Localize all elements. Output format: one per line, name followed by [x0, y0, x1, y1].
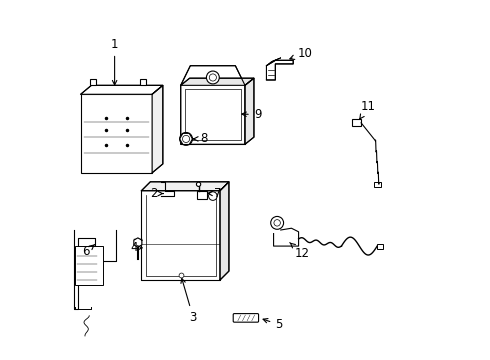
Text: 4: 4: [130, 241, 142, 255]
Text: 5: 5: [263, 318, 283, 331]
Text: 2: 2: [150, 187, 163, 200]
Bar: [197, 191, 207, 199]
Polygon shape: [245, 78, 254, 144]
Polygon shape: [142, 182, 229, 191]
Text: 7: 7: [208, 187, 222, 200]
Circle shape: [209, 192, 217, 201]
Text: 1: 1: [111, 38, 119, 85]
FancyBboxPatch shape: [81, 94, 152, 173]
Polygon shape: [267, 58, 281, 66]
Text: 3: 3: [181, 279, 197, 324]
Circle shape: [182, 135, 190, 143]
Text: 11: 11: [360, 100, 376, 119]
Circle shape: [270, 216, 284, 229]
Circle shape: [274, 220, 280, 226]
Circle shape: [180, 132, 193, 145]
Text: 12: 12: [290, 243, 310, 260]
Text: 9: 9: [242, 108, 261, 121]
Text: 8: 8: [194, 132, 208, 145]
Polygon shape: [181, 66, 245, 144]
Polygon shape: [273, 228, 298, 246]
Circle shape: [206, 71, 220, 84]
Bar: [90, 79, 96, 85]
Circle shape: [196, 182, 201, 186]
Bar: [75, 246, 103, 285]
Polygon shape: [161, 182, 173, 196]
Bar: [377, 244, 383, 249]
Polygon shape: [220, 182, 229, 280]
FancyBboxPatch shape: [233, 314, 259, 322]
Text: 6: 6: [82, 244, 95, 258]
Bar: [373, 182, 381, 187]
Circle shape: [209, 74, 217, 81]
Bar: [140, 79, 146, 85]
Text: 10: 10: [290, 47, 313, 60]
Bar: [352, 119, 361, 126]
Polygon shape: [81, 85, 163, 94]
Polygon shape: [134, 238, 142, 247]
Polygon shape: [181, 78, 254, 85]
Polygon shape: [267, 60, 293, 80]
Polygon shape: [152, 85, 163, 173]
Polygon shape: [74, 230, 117, 309]
